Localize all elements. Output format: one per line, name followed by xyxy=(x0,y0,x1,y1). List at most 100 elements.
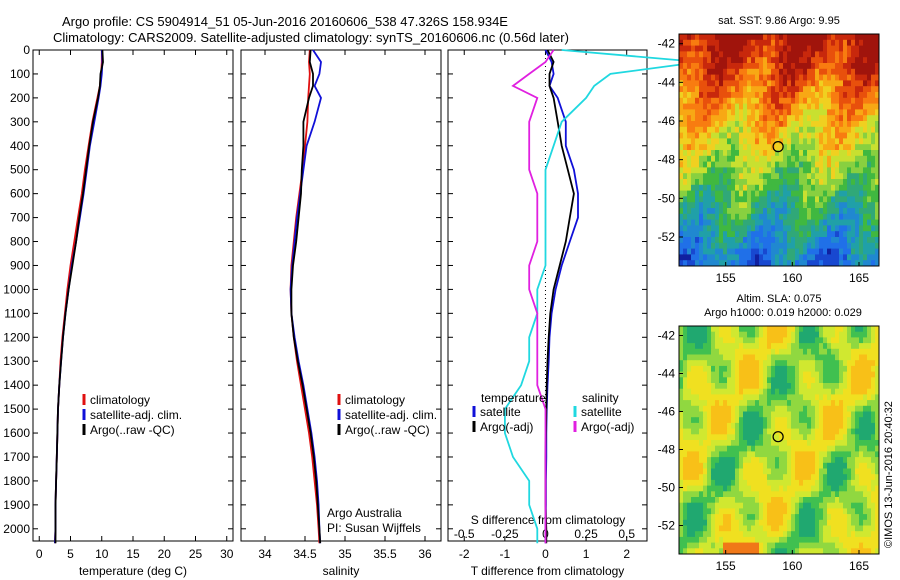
map-cell xyxy=(699,45,704,52)
map-cell xyxy=(823,138,828,145)
map-cell xyxy=(851,326,856,333)
map-cell xyxy=(819,39,824,46)
map-cell xyxy=(843,371,848,378)
map-cell xyxy=(811,331,816,338)
map-cell xyxy=(875,63,880,70)
map-cell xyxy=(839,190,844,197)
map-cell xyxy=(687,479,692,486)
map-cell xyxy=(871,519,876,526)
map-cell xyxy=(711,237,716,244)
map-cell xyxy=(831,365,836,372)
map-cell xyxy=(767,103,772,110)
map-cell xyxy=(707,196,712,203)
map-cell xyxy=(723,74,728,81)
map-cell xyxy=(775,150,780,157)
map-lon-label: 165 xyxy=(849,271,869,285)
map-cell xyxy=(839,440,844,447)
map-cell xyxy=(791,468,796,475)
map-cell xyxy=(711,422,716,429)
map-cell xyxy=(751,371,756,378)
map-cell xyxy=(815,485,820,492)
map-cell xyxy=(731,86,736,93)
map-cell xyxy=(711,400,716,407)
map-cell xyxy=(751,394,756,401)
map-cell xyxy=(687,63,692,70)
map-cell xyxy=(735,115,740,122)
map-cell xyxy=(827,411,832,418)
map-cell xyxy=(859,231,864,238)
map-cell xyxy=(815,365,820,372)
map-cell xyxy=(691,63,696,70)
map-cell xyxy=(735,68,740,75)
map-cell xyxy=(751,80,756,87)
map-cell xyxy=(683,502,688,509)
map-cell xyxy=(803,121,808,128)
map-cell xyxy=(875,457,880,464)
map-cell xyxy=(703,57,708,64)
map-cell xyxy=(787,428,792,435)
difference-x-tick-label: -2 xyxy=(459,547,470,561)
map-cell xyxy=(863,63,868,70)
map-cell xyxy=(723,479,728,486)
map-cell xyxy=(851,213,856,220)
map-cell xyxy=(683,144,688,151)
map-cell xyxy=(695,531,700,538)
map-cell xyxy=(775,525,780,532)
map-cell xyxy=(747,254,752,261)
map-cell xyxy=(711,394,716,401)
map-cell xyxy=(735,326,740,333)
map-cell xyxy=(859,497,864,504)
map-cell xyxy=(835,371,840,378)
map-cell xyxy=(795,121,800,128)
map-cell xyxy=(871,514,876,521)
map-cell xyxy=(815,326,820,333)
map-cell xyxy=(763,462,768,469)
map-cell xyxy=(711,51,716,58)
map-cell xyxy=(731,202,736,209)
map-cell xyxy=(783,394,788,401)
map-cell xyxy=(843,144,848,151)
map-cell xyxy=(711,451,716,458)
map-cell xyxy=(863,531,868,538)
map-cell xyxy=(755,400,760,407)
map-cell xyxy=(835,45,840,52)
map-cell xyxy=(799,97,804,104)
map-cell xyxy=(803,542,808,549)
map-cell xyxy=(731,337,736,344)
map-cell xyxy=(875,161,880,168)
map-cell xyxy=(719,68,724,75)
map-cell xyxy=(867,479,872,486)
map-cell xyxy=(799,86,804,93)
map-cell xyxy=(863,68,868,75)
map-cell xyxy=(703,132,708,139)
map-cell xyxy=(867,434,872,441)
sal-legend-item-label: climatology xyxy=(345,393,405,407)
map-cell xyxy=(771,451,776,458)
map-cell xyxy=(751,377,756,384)
map-cell xyxy=(683,80,688,87)
map-cell xyxy=(855,343,860,350)
map-cell xyxy=(687,34,692,41)
map-cell xyxy=(795,525,800,532)
map-cell xyxy=(819,457,824,464)
map-cell xyxy=(839,400,844,407)
map-cell xyxy=(751,57,756,64)
map-cell xyxy=(683,167,688,174)
map-cell xyxy=(783,434,788,441)
map-cell xyxy=(739,254,744,261)
map-cell xyxy=(695,343,700,350)
map-cell xyxy=(831,434,836,441)
map-cell xyxy=(771,428,776,435)
map-cell xyxy=(783,179,788,186)
map-cell xyxy=(695,179,700,186)
map-cell xyxy=(795,202,800,209)
depth-tick-label: 1000 xyxy=(3,282,30,296)
map-cell xyxy=(831,68,836,75)
map-cell xyxy=(799,242,804,249)
map-cell xyxy=(823,103,828,110)
map-cell xyxy=(735,502,740,509)
map-cell xyxy=(775,474,780,481)
map-cell xyxy=(771,365,776,372)
map-cell xyxy=(787,126,792,133)
map-cell xyxy=(727,126,732,133)
